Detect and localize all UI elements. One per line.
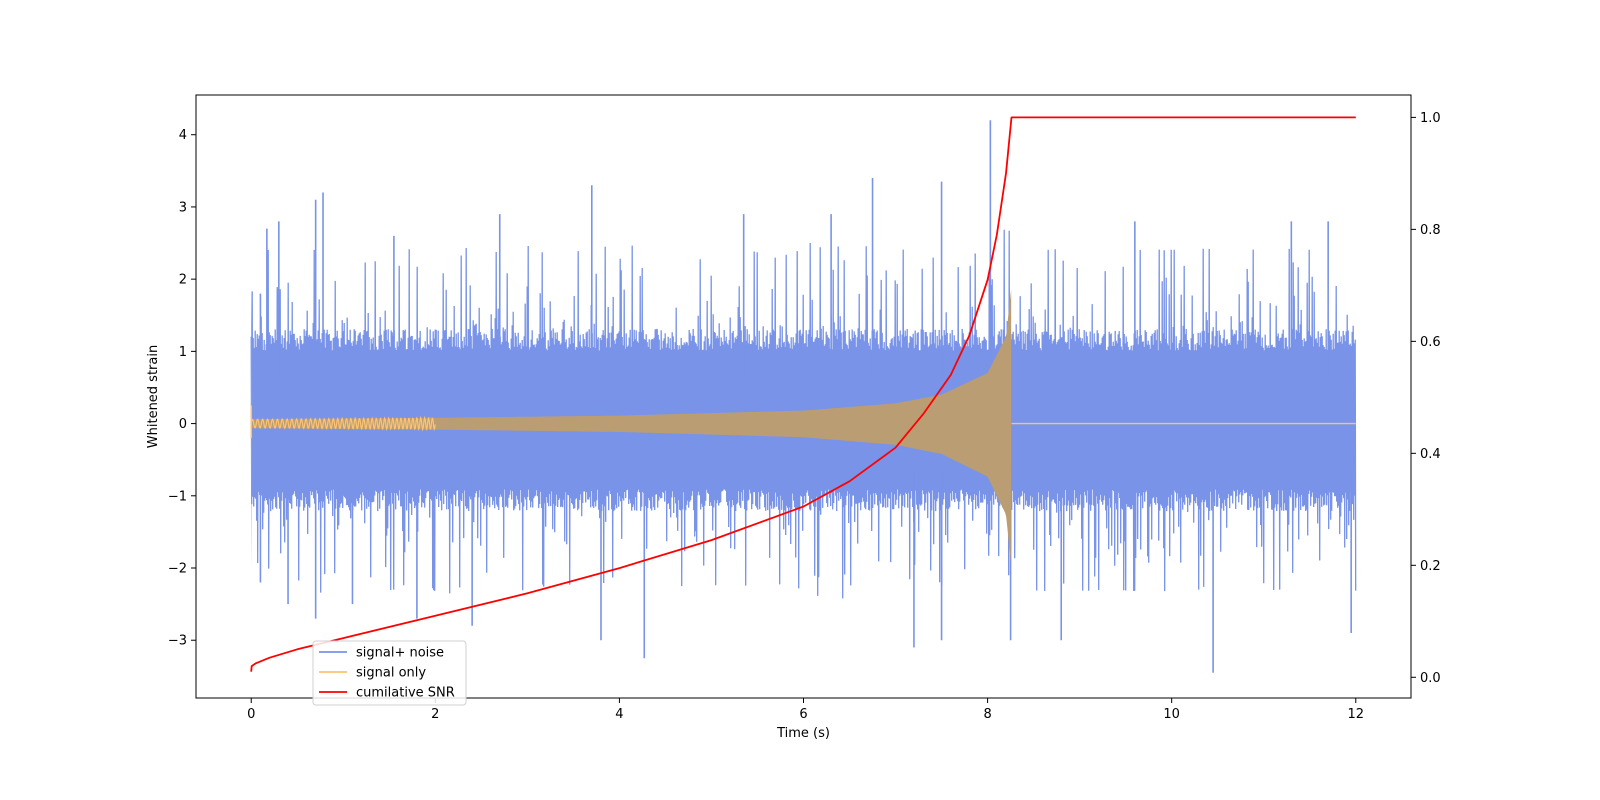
y-tick-label: −2 — [168, 562, 187, 577]
y2-tick-label: 0.4 — [1420, 447, 1441, 462]
x-axis-title: Time (s) — [776, 726, 830, 741]
y-tick-label: 0 — [179, 417, 187, 432]
signal-noise-series — [250, 120, 1357, 673]
legend-label: cumilative SNR — [356, 686, 455, 701]
y-tick-label: 4 — [179, 128, 187, 143]
x-tick-label: 4 — [615, 707, 623, 722]
x-tick-label: 10 — [1163, 707, 1180, 722]
y-tick-label: −1 — [168, 489, 187, 504]
y-axis-title: Whitened strain — [146, 345, 161, 448]
y2-tick-label: 0.0 — [1420, 671, 1441, 686]
y-tick-label: 3 — [179, 200, 187, 215]
x-tick-label: 6 — [799, 707, 807, 722]
legend-box — [312, 640, 467, 706]
x-axis: 0 2 4 6 8 10 12 — [247, 698, 1364, 722]
legend-label: signal only — [356, 666, 426, 681]
cumulative-snr-series — [250, 116, 1356, 672]
y2-tick-label: 0.2 — [1420, 559, 1441, 574]
snr-line — [250, 116, 1356, 672]
signal-only-series — [250, 286, 1356, 568]
x-tick-label: 2 — [431, 707, 439, 722]
chirp-trace — [250, 415, 436, 432]
y2-tick-label: 0.8 — [1420, 223, 1441, 238]
y2-tick-label: 1.0 — [1420, 111, 1441, 126]
legend: signal+ noise signal only cumilative SNR — [312, 640, 467, 706]
x-tick-label: 12 — [1347, 707, 1364, 722]
y-tick-label: 2 — [179, 273, 187, 288]
x-tick-label: 0 — [247, 707, 255, 722]
y-tick-label: −3 — [168, 634, 187, 649]
y2-tick-label: 0.6 — [1420, 335, 1441, 350]
y-tick-label: 1 — [179, 345, 187, 360]
y-axis-left: −3 −2 −1 0 1 2 3 4 — [168, 128, 196, 649]
x-tick-label: 8 — [983, 707, 991, 722]
chirp-envelope — [251, 286, 1012, 568]
y-axis-right: 0.0 0.2 0.4 0.6 0.8 1.0 — [1411, 111, 1441, 686]
legend-label: signal+ noise — [356, 646, 444, 661]
signal-noise-trace — [250, 229, 1357, 599]
